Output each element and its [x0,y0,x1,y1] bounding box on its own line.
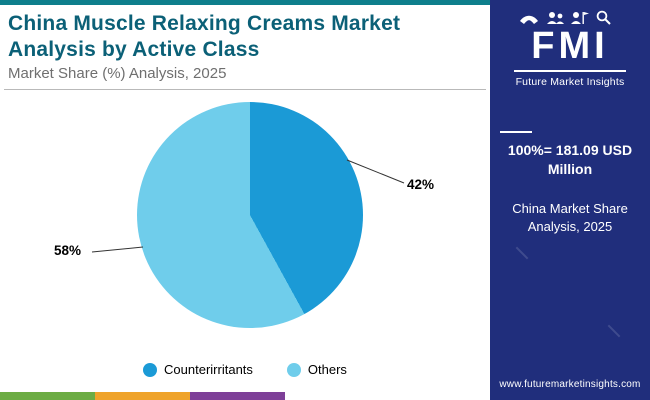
page-subtitle: Market Share (%) Analysis, 2025 [8,65,227,83]
legend-label-counterirritants: Counterirritants [164,362,253,377]
logo-rule [514,69,626,72]
footer-strip-orange [95,392,190,400]
page-title: China Muscle Relaxing Creams Market Anal… [8,12,401,61]
footer-accent-strips [0,392,490,400]
slice-label-others: 58% [54,243,82,258]
footer-strip-green [0,392,95,400]
sidebar-divider [500,131,532,133]
header-divider [4,89,486,91]
person-flag-icon [571,12,589,24]
legend: Counterirritants Others [0,362,490,377]
decorative-mark [515,246,529,260]
brand-sidebar: FMI Future Market Insights 100%= 181.09 … [490,0,650,400]
market-size-stat: 100%= 181.09 USD Million [507,142,633,177]
slice-label-counterirritants: 42% [407,177,435,192]
legend-dot-others [286,362,301,377]
pie-chart [137,102,363,328]
phone-icon [520,15,538,24]
top-accent-bar [0,0,490,5]
magnifier-icon [596,10,611,25]
people-icon [547,12,564,24]
brand-name: Future Market Insights [515,75,625,88]
decorative-mark [607,324,621,338]
legend-label-others: Others [307,362,347,377]
legend-dot-counterirritants [143,362,158,377]
website-link[interactable]: www.futuremarketinsights.com [499,379,641,390]
fmi-logo: FMI Future Market Insights [490,10,650,88]
legend-item-others: Others [286,362,347,377]
legend-item-counterirritants: Counterirritants [143,362,253,377]
logo-icons [520,10,611,25]
leader-line-others [91,246,144,253]
logo-text: FMI [531,25,609,67]
footer-strip-purple [190,392,285,400]
chart-panel: China Muscle Relaxing Creams Market Anal… [0,5,490,400]
market-note: China Market Share Analysis, 2025 [512,201,628,235]
